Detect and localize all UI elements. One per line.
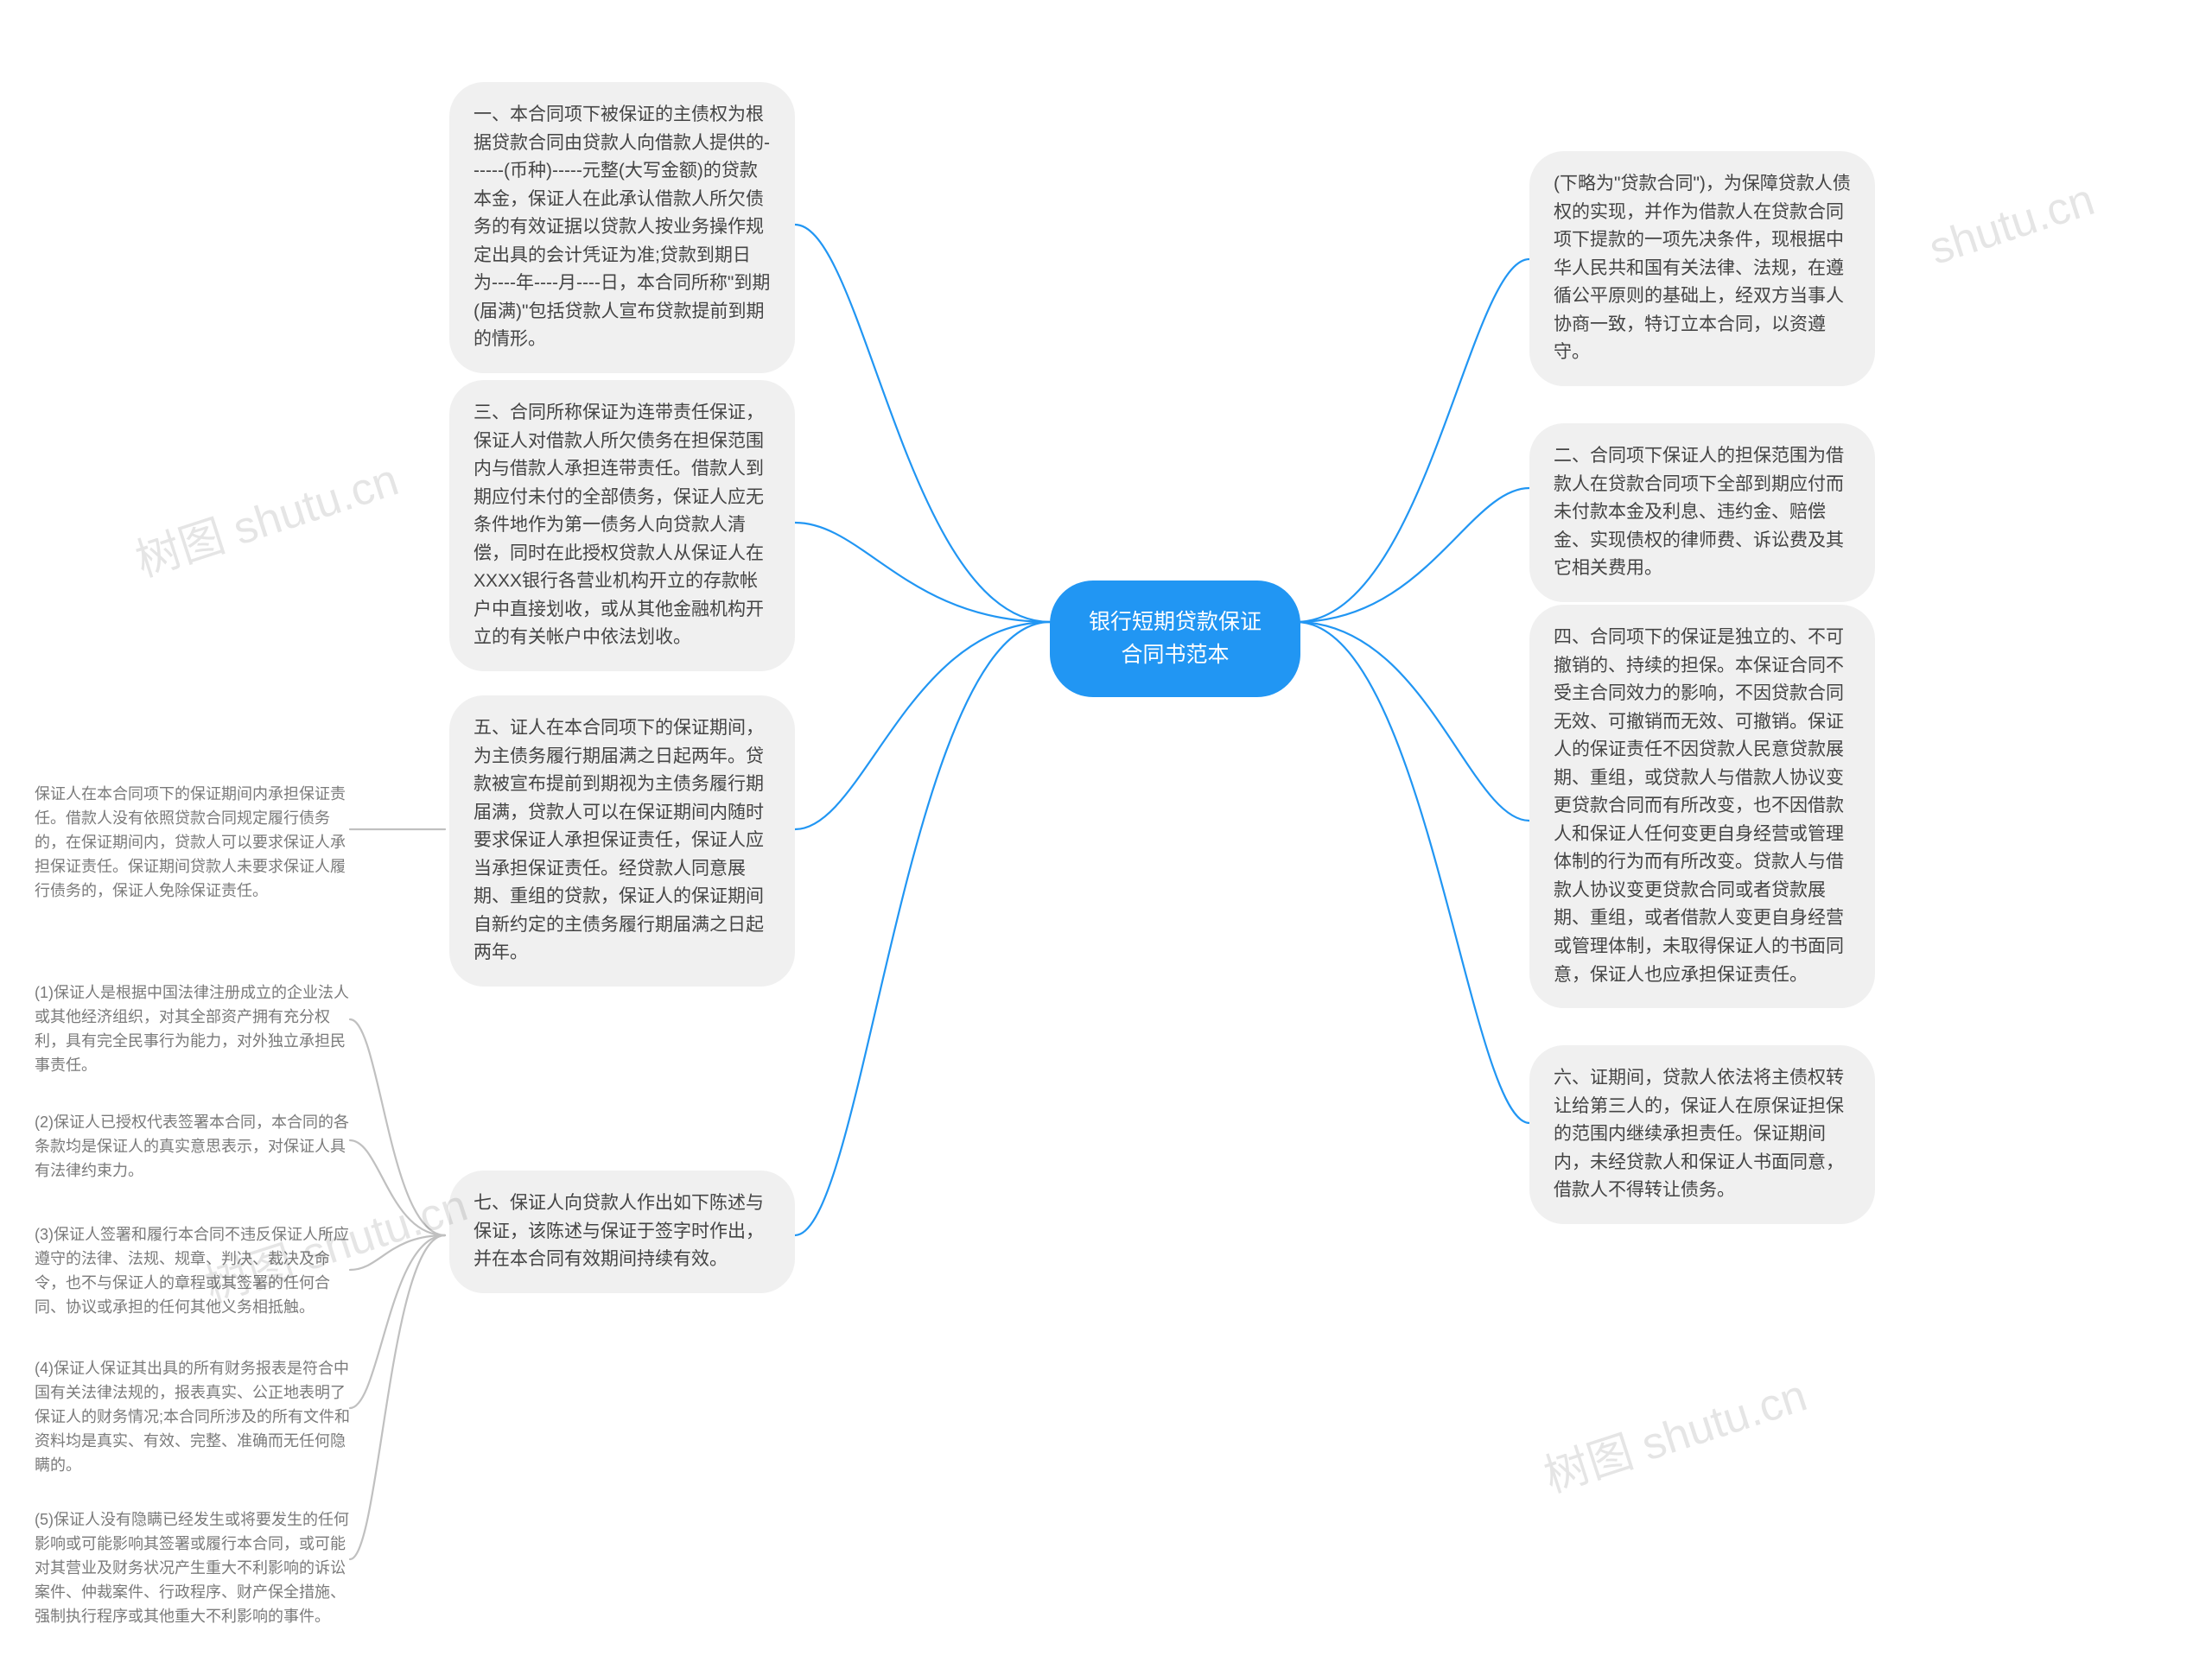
- node-1[interactable]: 一、本合同项下被保证的主债权为根据贷款合同由贷款人向借款人提供的------(币…: [449, 82, 795, 373]
- node-4[interactable]: 四、合同项下的保证是独立的、不可撤销的、持续的担保。本保证合同不受主合同效力的影…: [1529, 605, 1875, 1008]
- node-7-leaf-5[interactable]: (5)保证人没有隐瞒已经发生或将要发生的任何影响或可能影响其签署或履行本合同，或…: [35, 1503, 350, 1634]
- node-7-leaf-4[interactable]: (4)保证人保证其出具的所有财务报表是符合中国有关法律法规的，报表真实、公正地表…: [35, 1352, 350, 1482]
- node-2[interactable]: 二、合同项下保证人的担保范围为借款人在贷款合同项下全部到期应付而未付款本金及利息…: [1529, 423, 1875, 602]
- node-7-leaf-3[interactable]: (3)保证人签署和履行本合同不违反保证人所应遵守的法律、法规、规章、判决、裁决及…: [35, 1218, 350, 1325]
- node-5[interactable]: 五、证人在本合同项下的保证期间，为主债务履行期届满之日起两年。贷款被宣布提前到期…: [449, 695, 795, 987]
- node-3[interactable]: 三、合同所称保证为连带责任保证，保证人对借款人所欠债务在担保范围内与借款人承担连…: [449, 380, 795, 671]
- node-7-leaf-3-text: (3)保证人签署和履行本合同不违反保证人所应遵守的法律、法规、规章、判决、裁决及…: [35, 1218, 350, 1325]
- node-intro[interactable]: (下略为"贷款合同")，为保障贷款人债权的实现，并作为借款人在贷款合同项下提款的…: [1529, 151, 1875, 386]
- watermark: 树图 shutu.cn: [1535, 1359, 1814, 1505]
- node-7-leaf-1-text: (1)保证人是根据中国法律注册成立的企业法人或其他经济组织，对其全部资产拥有充分…: [35, 976, 350, 1083]
- node-7-leaf-1[interactable]: (1)保证人是根据中国法律注册成立的企业法人或其他经济组织，对其全部资产拥有充分…: [35, 976, 350, 1083]
- node-5-leaf[interactable]: 保证人在本合同项下的保证期间内承担保证责任。借款人没有依照贷款合同规定履行债务的…: [35, 777, 350, 908]
- node-7-leaf-2[interactable]: (2)保证人已授权代表签署本合同，本合同的各条款均是保证人的真实意思表示，对保证…: [35, 1106, 350, 1189]
- watermark: shutu.cn: [1923, 174, 2101, 276]
- center-node[interactable]: 银行短期贷款保证合同书范本: [1050, 581, 1300, 697]
- watermark: 树图 shutu.cn: [126, 443, 405, 589]
- node-7[interactable]: 七、保证人向贷款人作出如下陈述与保证，该陈述与保证于签字时作出，并在本合同有效期…: [449, 1171, 795, 1293]
- node-5-leaf-text: 保证人在本合同项下的保证期间内承担保证责任。借款人没有依照贷款合同规定履行债务的…: [35, 777, 350, 908]
- node-6[interactable]: 六、证期间，贷款人依法将主债权转让给第三人的，保证人在原保证担保的范围内继续承担…: [1529, 1045, 1875, 1224]
- node-7-leaf-4-text: (4)保证人保证其出具的所有财务报表是符合中国有关法律法规的，报表真实、公正地表…: [35, 1352, 350, 1482]
- node-7-leaf-2-text: (2)保证人已授权代表签署本合同，本合同的各条款均是保证人的真实意思表示，对保证…: [35, 1106, 350, 1189]
- mindmap-canvas: 银行短期贷款保证合同书范本 一、本合同项下被保证的主债权为根据贷款合同由贷款人向…: [0, 0, 2212, 1656]
- node-7-leaf-5-text: (5)保证人没有隐瞒已经发生或将要发生的任何影响或可能影响其签署或履行本合同，或…: [35, 1503, 350, 1634]
